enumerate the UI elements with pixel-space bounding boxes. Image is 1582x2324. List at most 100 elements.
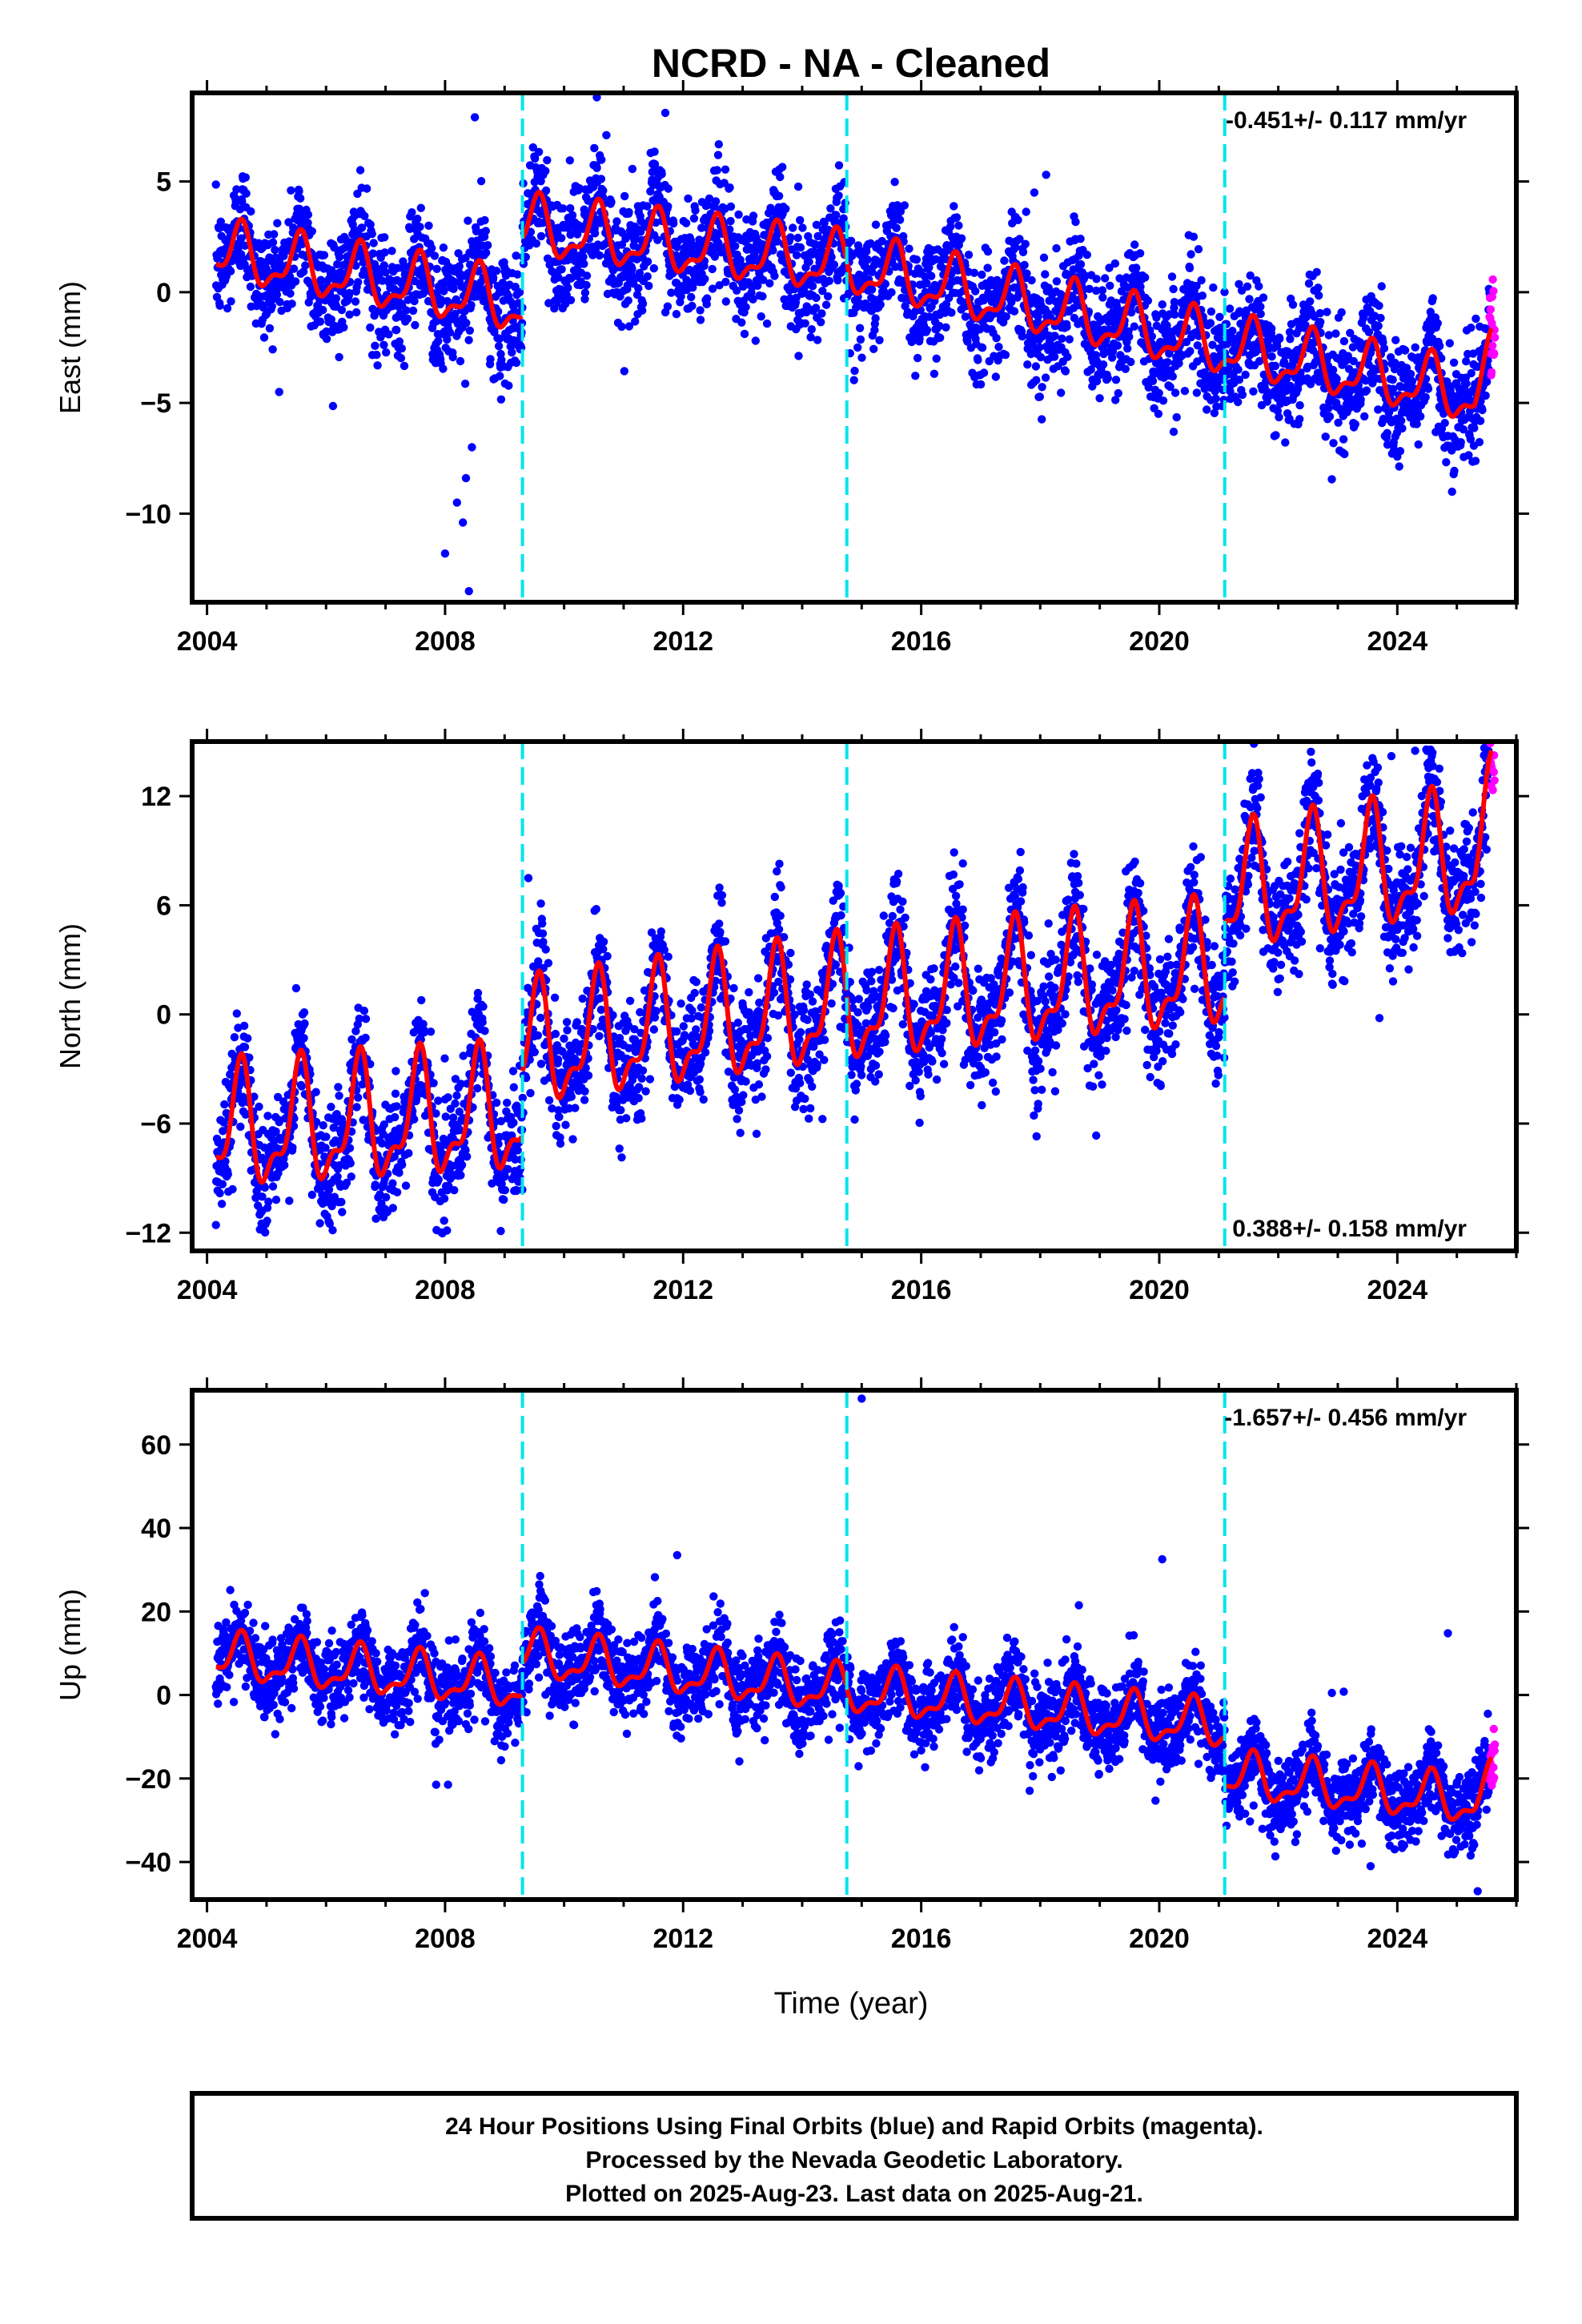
data-point bbox=[1041, 270, 1050, 279]
data-point bbox=[669, 219, 678, 228]
data-point bbox=[1050, 332, 1059, 340]
data-point bbox=[759, 275, 768, 284]
data-point bbox=[559, 204, 568, 213]
data-point bbox=[1192, 388, 1202, 397]
data-point bbox=[1098, 360, 1108, 369]
data-point bbox=[1229, 371, 1238, 380]
data-point bbox=[628, 164, 637, 174]
data-point bbox=[371, 341, 379, 350]
data-point bbox=[1475, 437, 1484, 447]
data-point bbox=[500, 1195, 508, 1204]
data-point bbox=[359, 266, 369, 275]
data-point bbox=[871, 314, 880, 323]
data-point bbox=[1011, 243, 1020, 251]
data-point bbox=[801, 319, 809, 328]
data-point bbox=[417, 995, 426, 1005]
data-point bbox=[634, 283, 643, 293]
data-point bbox=[781, 204, 790, 213]
data-point bbox=[725, 183, 734, 192]
data-point bbox=[631, 317, 640, 326]
x-tick-label: 2004 bbox=[177, 626, 238, 657]
data-point bbox=[528, 143, 537, 152]
data-point bbox=[267, 302, 276, 311]
data-point bbox=[1168, 372, 1178, 381]
data-point bbox=[1091, 351, 1101, 360]
data-point bbox=[319, 1121, 327, 1130]
data-point bbox=[1286, 335, 1295, 344]
data-point bbox=[1478, 405, 1487, 415]
data-point bbox=[503, 1098, 512, 1108]
data-point bbox=[396, 354, 406, 363]
data-point bbox=[817, 309, 826, 318]
data-point bbox=[534, 147, 544, 156]
data-point bbox=[259, 303, 267, 312]
data-point bbox=[950, 202, 958, 211]
data-point bbox=[1397, 416, 1406, 425]
data-point bbox=[1450, 466, 1459, 476]
data-point bbox=[1035, 392, 1045, 401]
data-point bbox=[900, 201, 909, 210]
data-point bbox=[215, 301, 224, 310]
data-point bbox=[236, 1122, 245, 1132]
data-point bbox=[1018, 247, 1028, 256]
data-point bbox=[818, 287, 827, 296]
data-point bbox=[925, 312, 934, 321]
data-point bbox=[1314, 283, 1323, 292]
data-point bbox=[821, 300, 831, 309]
data-point bbox=[770, 271, 779, 280]
data-point bbox=[1152, 313, 1161, 322]
data-point bbox=[480, 215, 489, 225]
data-point bbox=[1481, 391, 1490, 400]
data-point bbox=[826, 204, 835, 213]
data-point bbox=[263, 1216, 271, 1225]
data-point bbox=[1076, 235, 1085, 243]
data-point bbox=[1321, 432, 1330, 441]
data-point bbox=[392, 1102, 401, 1111]
data-point bbox=[650, 147, 659, 156]
data-point bbox=[381, 267, 390, 277]
data-point bbox=[347, 1035, 356, 1044]
data-point bbox=[643, 257, 652, 266]
data-point bbox=[1058, 334, 1066, 343]
data-point bbox=[935, 321, 944, 331]
data-point bbox=[478, 1018, 487, 1027]
data-point bbox=[1170, 388, 1180, 397]
data-point bbox=[1471, 456, 1480, 465]
x-tick-label: 2012 bbox=[652, 626, 713, 657]
data-point bbox=[445, 328, 455, 337]
data-point bbox=[496, 395, 506, 404]
data-point bbox=[726, 202, 736, 211]
data-point bbox=[211, 1220, 220, 1229]
data-point bbox=[388, 1204, 397, 1212]
data-point bbox=[339, 323, 348, 332]
data-point bbox=[1251, 348, 1260, 356]
data-point bbox=[287, 186, 295, 195]
data-point bbox=[711, 197, 721, 206]
data-point bbox=[930, 369, 939, 378]
data-point bbox=[994, 343, 1003, 352]
data-point bbox=[1243, 282, 1252, 291]
data-point bbox=[715, 281, 724, 290]
data-point bbox=[410, 296, 419, 306]
data-point bbox=[1267, 352, 1276, 361]
data-point bbox=[265, 324, 275, 333]
data-point bbox=[1281, 438, 1290, 447]
data-point bbox=[271, 1196, 281, 1204]
data-point bbox=[492, 267, 501, 275]
data-point bbox=[214, 253, 223, 263]
data-point bbox=[1154, 409, 1163, 418]
data-point bbox=[806, 332, 815, 342]
data-point bbox=[991, 372, 1001, 381]
data-point bbox=[515, 287, 524, 297]
data-point bbox=[721, 165, 730, 174]
data-point bbox=[807, 325, 816, 334]
data-point bbox=[1283, 374, 1291, 384]
data-point bbox=[354, 278, 363, 287]
data-point bbox=[1207, 307, 1216, 316]
data-point bbox=[720, 179, 729, 187]
data-point bbox=[564, 283, 572, 292]
data-point bbox=[1117, 287, 1126, 296]
data-point bbox=[624, 322, 634, 331]
data-point bbox=[335, 252, 344, 262]
